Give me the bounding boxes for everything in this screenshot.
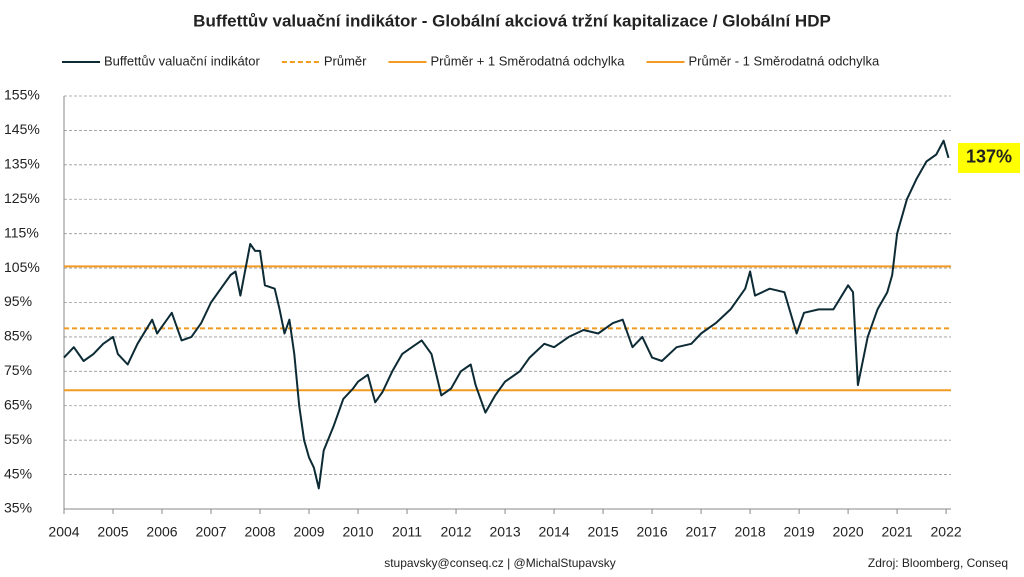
y-tick-label: 55%	[4, 431, 32, 447]
x-tick-label: 2010	[342, 524, 373, 540]
annotation-label: 137%	[966, 147, 1012, 167]
source: Zdroj: Bloomberg, Conseq	[868, 556, 1008, 570]
y-tick-label: 65%	[4, 396, 32, 412]
x-tick-label: 2008	[244, 524, 275, 540]
footer: stupavsky@conseq.cz | @MichalStupavsky	[384, 556, 616, 570]
legend-label: Průměr + 1 Směrodatná odchylka	[430, 53, 625, 68]
data-line	[63, 139, 950, 490]
x-tick-label: 2009	[293, 524, 324, 540]
x-tick-label: 2019	[784, 524, 815, 540]
y-tick-label: 155%	[4, 87, 40, 103]
annotation-box	[958, 142, 1020, 173]
x-tick-label: 2004	[48, 524, 79, 540]
x-tick-label: 2016	[636, 524, 667, 540]
y-tick-label: 135%	[4, 156, 40, 172]
chart-title: Buffettův valuační indikátor - Globální …	[193, 11, 831, 30]
x-tick-label: 2007	[195, 524, 226, 540]
x-tick-label: 2018	[734, 524, 765, 540]
legend-label: Průměr	[324, 53, 367, 68]
y-tick-label: 45%	[4, 465, 32, 481]
y-tick-label: 85%	[4, 328, 32, 344]
x-tick-label: 2022	[931, 524, 962, 540]
x-tick-label: 2014	[538, 524, 569, 540]
x-tick-label: 2006	[146, 524, 177, 540]
legend-label: Buffettův valuační indikátor	[104, 53, 261, 68]
x-tick-label: 2013	[489, 524, 520, 540]
y-tick-label: 75%	[4, 362, 32, 378]
x-tick-label: 2021	[882, 524, 913, 540]
x-tick-label: 2015	[587, 524, 618, 540]
y-tick-label: 95%	[4, 293, 32, 309]
x-tick-label: 2020	[833, 524, 864, 540]
y-tick-label: 125%	[4, 190, 40, 206]
legend-label: Průměr - 1 Směrodatná odchylka	[689, 53, 881, 68]
y-tick-label: 35%	[4, 500, 32, 516]
x-tick-label: 2012	[440, 524, 471, 540]
x-tick-label: 2011	[392, 524, 422, 540]
y-tick-label: 115%	[4, 224, 39, 240]
x-tick-label: 2017	[685, 524, 716, 540]
x-tick-label: 2005	[97, 524, 128, 540]
y-tick-label: 145%	[4, 121, 40, 137]
y-tick-label: 105%	[4, 259, 40, 275]
